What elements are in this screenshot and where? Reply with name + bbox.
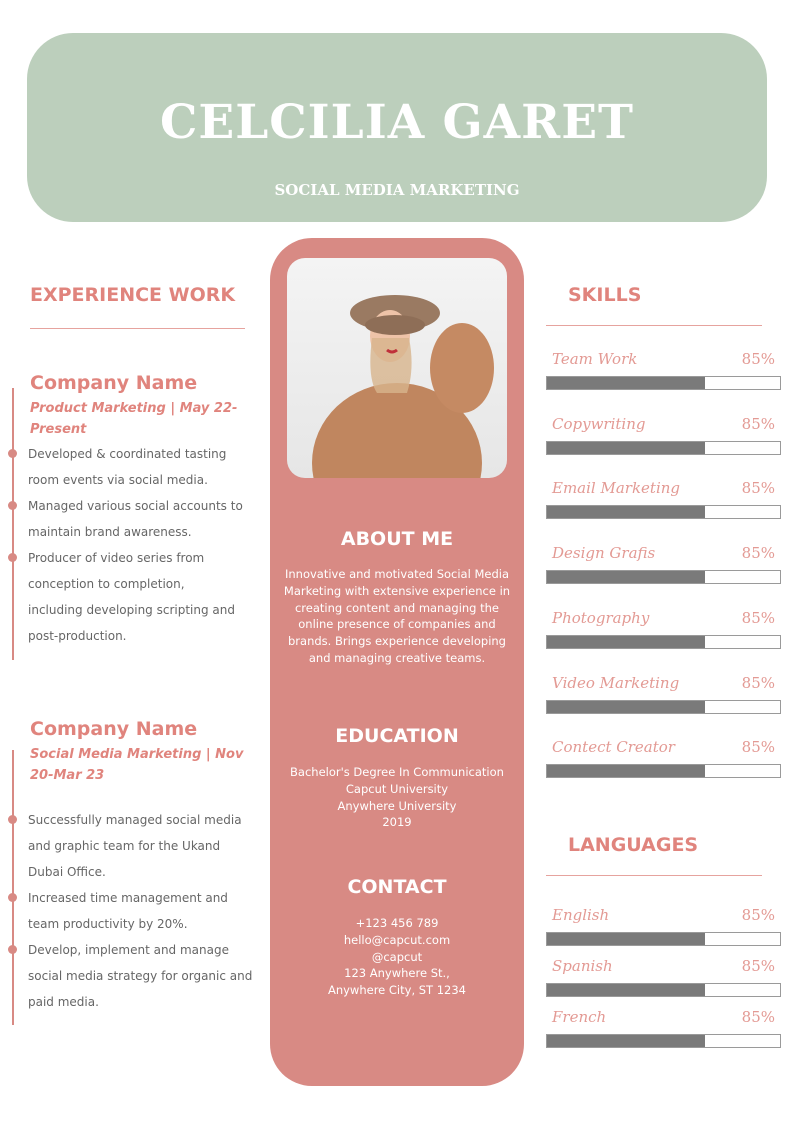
bullet-dot-icon xyxy=(8,815,17,824)
center-panel: ABOUT ME Innovative and motivated Social… xyxy=(270,238,524,1086)
degree: Bachelor's Degree In Communication xyxy=(290,765,504,779)
language-percent: 85% xyxy=(741,1008,775,1026)
timeline-line xyxy=(12,750,14,1025)
language-progress-bar xyxy=(546,932,781,946)
bullet-dot-icon xyxy=(8,893,17,902)
bullet-dot-icon xyxy=(8,553,17,562)
candidate-role: SOCIAL MEDIA MARKETING xyxy=(274,181,520,199)
skill-progress-fill xyxy=(547,765,706,778)
skill-progress-fill xyxy=(547,441,706,454)
job-bullet: Develop, implement and manage social med… xyxy=(8,937,253,1015)
timeline-line xyxy=(12,388,14,660)
skill-progress-bar xyxy=(546,376,781,390)
skill-label: Contect Creator xyxy=(552,738,675,757)
skill: Design Grafis 85% xyxy=(546,544,781,588)
skill-progress-bar xyxy=(546,699,781,714)
skill-percent: 85% xyxy=(741,350,775,368)
skill-percent: 85% xyxy=(741,544,775,563)
language-progress-bar xyxy=(546,1034,781,1048)
school: Capcut University xyxy=(345,781,449,796)
skill-percent: 85% xyxy=(741,738,775,757)
language: French 85% xyxy=(546,1008,781,1052)
skill-label: Design Grafis xyxy=(552,544,656,563)
company-name: Company Name xyxy=(30,372,198,394)
skill: Photography 85% xyxy=(546,609,781,653)
language-label: French xyxy=(552,1008,607,1026)
school-location: Anywhere University xyxy=(337,798,457,813)
divider xyxy=(546,325,762,326)
bullet-dot-icon xyxy=(8,501,17,510)
profile-photo xyxy=(287,258,507,478)
education-heading: EDUCATION xyxy=(335,725,459,747)
contact-heading: CONTACT xyxy=(347,876,447,898)
language-progress-fill xyxy=(547,984,706,996)
experience-heading: EXPERIENCE WORK xyxy=(30,284,236,306)
language-label: Spanish xyxy=(552,957,613,975)
social-handle: @capcut xyxy=(371,949,423,964)
language-progress-bar xyxy=(546,983,781,997)
language-progress-fill xyxy=(547,933,706,945)
about-heading: ABOUT ME xyxy=(340,528,454,550)
language-percent: 85% xyxy=(741,906,775,924)
skill-progress-bar xyxy=(546,505,781,520)
skill: Video Marketing 85% xyxy=(546,674,781,718)
company-name: Company Name xyxy=(30,718,198,740)
skill-percent: 85% xyxy=(741,673,775,692)
language-label: English xyxy=(552,906,610,924)
header-banner: CELCILIA GARET SOCIAL MEDIA MARKETING xyxy=(27,33,767,222)
language-percent: 85% xyxy=(741,957,775,975)
contact-details: +123 456 789 hello@capcut.com @capcut 12… xyxy=(280,915,514,999)
divider xyxy=(30,328,245,329)
skill-progress-bar xyxy=(546,570,781,585)
skill-percent: 85% xyxy=(741,414,775,433)
skill-percent: 85% xyxy=(741,608,775,627)
graduation-year: 2019 xyxy=(382,815,412,830)
job-subtitle: Product Marketing | May 22-Present xyxy=(30,401,238,437)
skill-progress-bar xyxy=(546,634,781,649)
skill-label: Video Marketing xyxy=(552,673,680,692)
skill-progress-fill xyxy=(547,571,706,584)
bullet-dot-icon xyxy=(8,945,17,954)
phone: +123 456 789 xyxy=(355,916,439,930)
skill-label: Photography xyxy=(552,608,650,627)
skill-progress-fill xyxy=(547,700,706,713)
skills-heading: SKILLS xyxy=(568,284,642,306)
job-bullet: Increased time management and team produ… xyxy=(8,885,228,937)
skill-label: Copywriting xyxy=(552,414,646,433)
job-bullet: Managed various social accounts to maint… xyxy=(8,493,258,545)
divider xyxy=(546,875,762,876)
about-text: Innovative and motivated Social Media Ma… xyxy=(283,567,511,665)
skill-progress-bar xyxy=(546,440,781,455)
skill-percent: 85% xyxy=(741,479,775,498)
skill: Team Work 85% xyxy=(546,350,781,394)
skill-progress-fill xyxy=(547,635,706,648)
bullet-dot-icon xyxy=(8,449,17,458)
languages-heading: LANGUAGES xyxy=(568,834,699,856)
skill-label: Email Marketing xyxy=(552,479,681,498)
address-line-1: 123 Anywhere St., xyxy=(344,966,450,981)
skill-progress-fill xyxy=(547,377,706,389)
skill: Contect Creator 85% xyxy=(546,738,781,782)
language: English 85% xyxy=(546,906,781,950)
language: Spanish 85% xyxy=(546,957,781,1001)
email: hello@capcut.com xyxy=(343,932,451,947)
skill-progress-bar xyxy=(546,764,781,779)
skill: Email Marketing 85% xyxy=(546,479,781,523)
skill-label: Team Work xyxy=(552,350,638,368)
job-subtitle: Social Media Marketing | Nov 20-Mar 23 xyxy=(30,747,244,783)
language-progress-fill xyxy=(547,1035,706,1047)
candidate-name: CELCILIA GARET xyxy=(160,95,634,150)
job-bullet: Successfully managed social media and gr… xyxy=(8,807,243,885)
education-details: Bachelor's Degree In Communication Capcu… xyxy=(280,764,514,831)
job-bullet: Developed & coordinated tasting room eve… xyxy=(8,441,258,493)
job-bullet: Producer of video series from conception… xyxy=(8,545,243,649)
skill-progress-fill xyxy=(547,506,706,519)
skill: Copywriting 85% xyxy=(546,415,781,459)
address-line-2: Anywhere City, ST 1234 xyxy=(327,983,467,998)
